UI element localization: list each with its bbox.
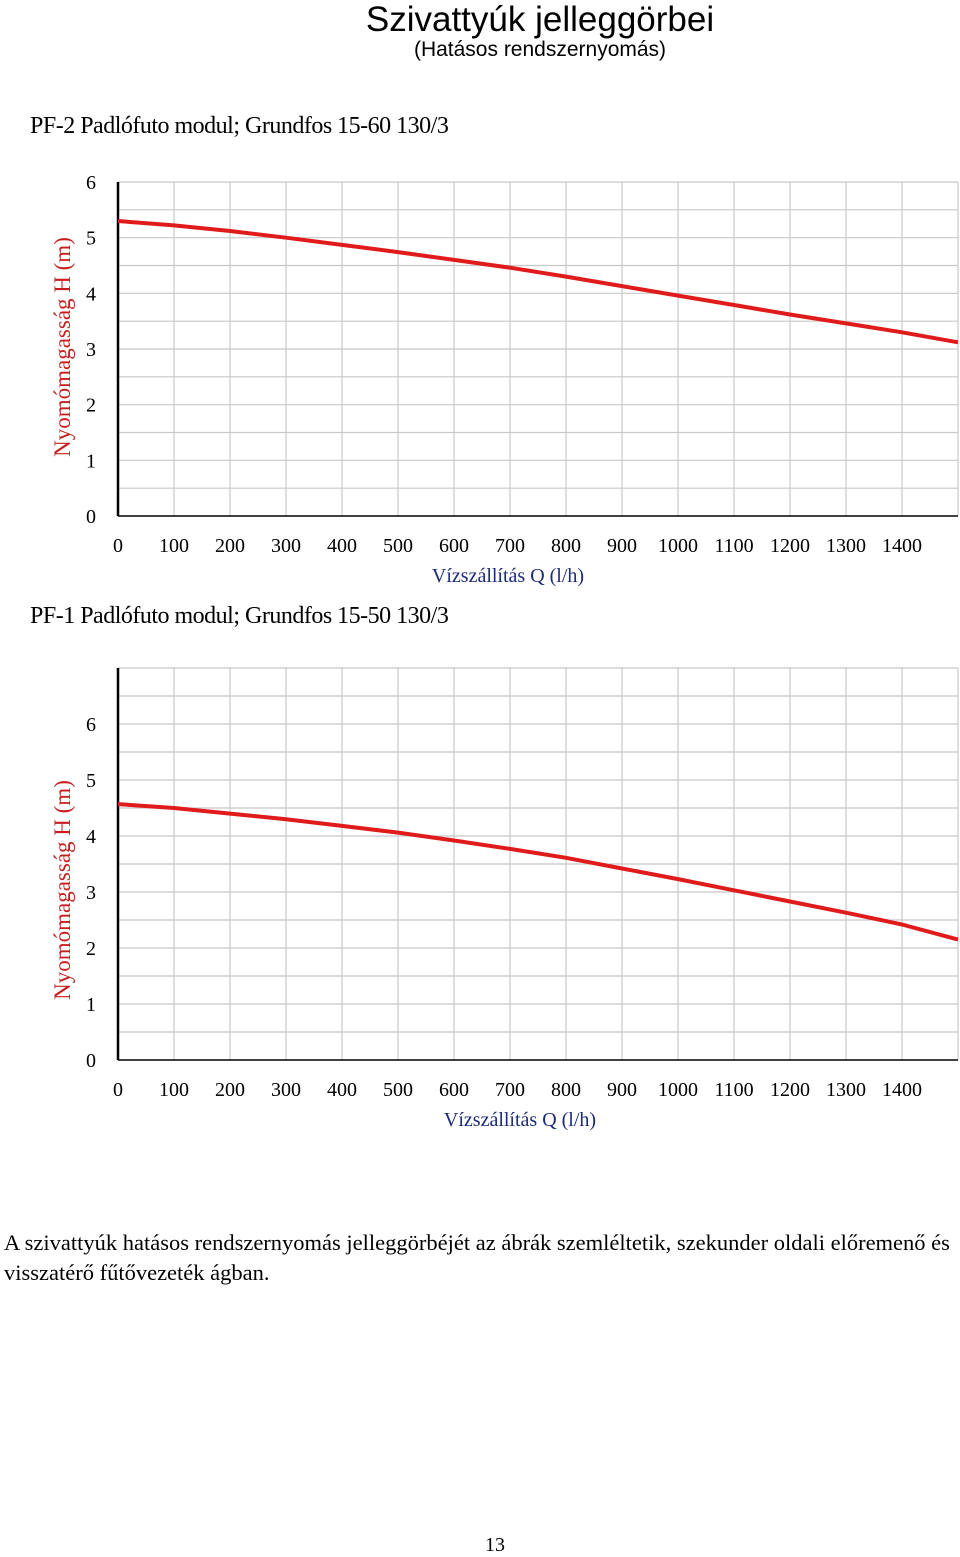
- x-tick-label: 800: [551, 535, 581, 557]
- x-tick-label: 1100: [714, 1079, 753, 1101]
- x-tick-label: 600: [439, 535, 469, 557]
- chart-title-pf2: PF-2 Padlófuto modul; Grundfos 15-60 130…: [30, 113, 449, 139]
- x-tick-label: 700: [495, 535, 525, 557]
- page-title: Szivattyúk jelleggörbei: [365, 0, 715, 39]
- y-tick-label: 3: [86, 339, 96, 361]
- x-tick-label: 900: [607, 1079, 637, 1101]
- series-line: [117, 802, 959, 942]
- x-tick-label: 1300: [826, 1079, 866, 1101]
- page-subtitle: (Hatásos rendszernyomás): [413, 38, 667, 61]
- y-tick-label: 4: [86, 283, 96, 305]
- y-tick-label: 6: [86, 714, 96, 736]
- x-tick-label: 200: [215, 535, 245, 557]
- x-tick-label: 1000: [658, 535, 698, 557]
- x-tick-label: 200: [215, 1079, 245, 1101]
- y-tick-label: 6: [86, 172, 96, 194]
- y-tick-label: 4: [86, 826, 96, 848]
- x-tick-label: 0: [113, 1079, 123, 1101]
- x-tick-label: 0: [113, 535, 123, 557]
- y-tick-label: 3: [86, 882, 96, 904]
- chart-pf2: 0 1 2 3 4 5 6 0 100 200 300 400 500 600 700 800 900 1000 1…: [50, 172, 959, 587]
- y-tick-label: 2: [86, 938, 96, 960]
- x-tick-label: 100: [159, 1079, 189, 1101]
- y-tick-label: 1: [86, 994, 96, 1016]
- x-tick-label: 1100: [714, 535, 753, 557]
- x-tick-label: 300: [271, 1079, 301, 1101]
- x-tick-label: 500: [383, 1079, 413, 1101]
- x-tick-label: 100: [159, 535, 189, 557]
- x-tick-label: 900: [607, 535, 637, 557]
- x-tick-label: 400: [327, 1079, 357, 1101]
- y-tick-label: 2: [86, 395, 96, 417]
- x-tick-label: 600: [439, 1079, 469, 1101]
- x-tick-label: 1300: [826, 535, 866, 557]
- y-axis-label: Nyomómagasság H (m): [50, 780, 75, 1000]
- x-tick-label: 1000: [658, 1079, 698, 1101]
- description-paragraph: A szivattyúk hatásos rendszernyomás jell…: [4, 1230, 950, 1285]
- x-axis-label: Vízszállítás Q (l/h): [444, 1109, 596, 1131]
- x-tick-label: 500: [383, 535, 413, 557]
- chart-title-pf1: PF-1 Padlófuto modul; Grundfos 15-50 130…: [30, 603, 449, 629]
- y-axis-label: Nyomómagasság H (m): [50, 237, 75, 457]
- x-tick-label: 400: [327, 535, 357, 557]
- y-tick-label: 5: [86, 228, 96, 250]
- x-tick-label: 1200: [770, 1079, 810, 1101]
- x-tick-label: 700: [495, 1079, 525, 1101]
- x-tick-label: 1200: [770, 535, 810, 557]
- series-line: [117, 219, 959, 345]
- x-tick-label: 300: [271, 535, 301, 557]
- x-tick-label: 1400: [882, 1079, 922, 1101]
- y-tick-label: 0: [86, 506, 96, 528]
- x-tick-label: 800: [551, 1079, 581, 1101]
- y-tick-label: 0: [86, 1050, 96, 1072]
- x-axis-label: Vízszállítás Q (l/h): [432, 565, 584, 587]
- y-tick-label: 1: [86, 450, 96, 472]
- chart-pf1: 0 1 2 3 4 5 6 0 100 200 300 400 500 600 700 800 900 1000 1…: [50, 667, 959, 1131]
- y-tick-label: 5: [86, 770, 96, 792]
- page-number: 13: [485, 1534, 505, 1556]
- x-tick-label: 1400: [882, 535, 922, 557]
